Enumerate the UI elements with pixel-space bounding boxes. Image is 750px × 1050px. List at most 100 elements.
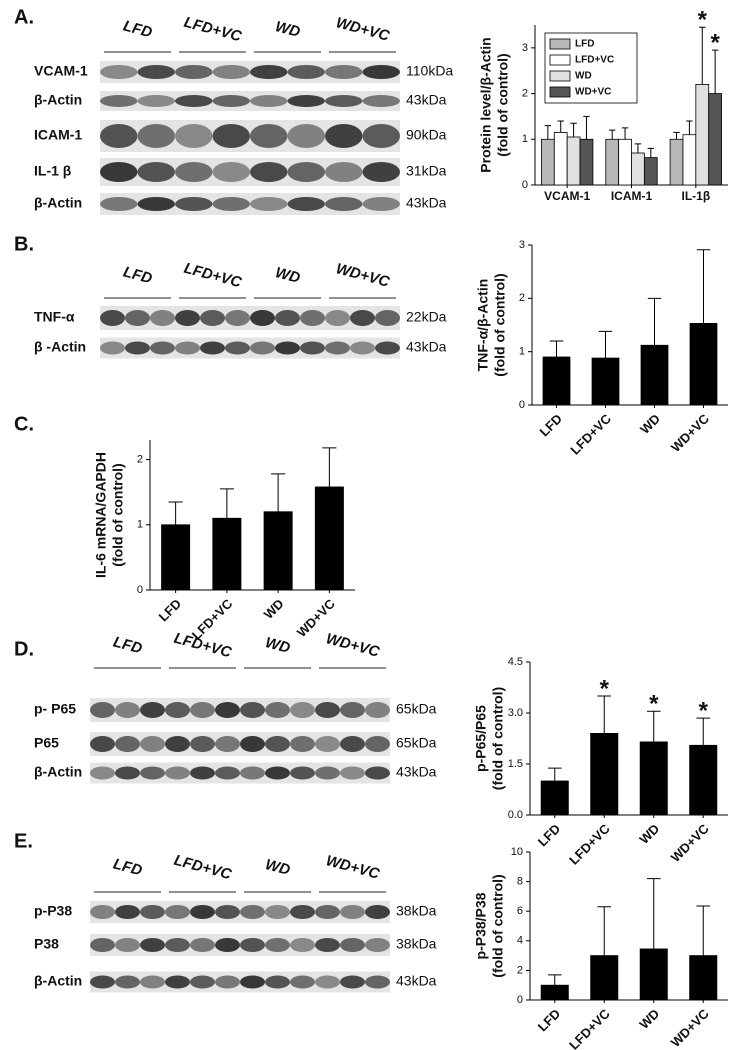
blot-band	[115, 702, 140, 718]
bar	[618, 138, 632, 186]
blot-band	[340, 975, 365, 989]
blot-band	[140, 975, 165, 989]
blot-band	[190, 766, 215, 780]
blot-band	[240, 938, 265, 952]
blot-band	[212, 162, 250, 182]
error-bar	[570, 122, 577, 137]
error-bar	[646, 710, 661, 742]
row-label: TNF-α	[34, 309, 75, 325]
legend-swatch	[549, 54, 571, 66]
legend-label: WD	[575, 71, 592, 82]
legend-swatch	[549, 70, 571, 82]
y-tick-label: 1	[522, 133, 528, 145]
legend-swatch	[549, 38, 571, 50]
blot-band	[250, 65, 288, 79]
legend-swatch	[549, 86, 571, 98]
y-tick-label: 3	[522, 42, 528, 54]
blot-band	[175, 124, 213, 148]
blot-band	[365, 905, 390, 919]
y-tick-label: 0	[137, 584, 143, 596]
bar	[682, 134, 697, 186]
blot-band	[325, 197, 363, 211]
blot-band	[225, 341, 250, 355]
bar	[553, 132, 568, 186]
blot-band	[165, 975, 190, 989]
blot-band	[140, 905, 165, 919]
blot-band	[250, 341, 275, 355]
blot-band	[350, 341, 375, 355]
group-label: LFD	[121, 264, 154, 288]
blot-band	[215, 736, 240, 752]
x-tick-label: LFD	[537, 411, 565, 439]
error-bar	[647, 297, 662, 346]
blot-band	[250, 310, 275, 326]
blot-band	[137, 124, 175, 148]
error-bar	[608, 129, 616, 140]
error-bar	[597, 695, 612, 734]
blot-band	[190, 702, 215, 718]
group-label: WD	[273, 264, 302, 287]
blot-band	[325, 65, 363, 79]
bar	[669, 138, 684, 186]
row-label: IL-1 β	[34, 163, 72, 179]
error-bar	[549, 340, 564, 357]
blot-band	[212, 95, 250, 107]
blot-band	[290, 938, 315, 952]
y-axis-label: IL-6 mRNA/GAPDH	[93, 452, 109, 578]
blot-band	[315, 702, 340, 718]
size-label: 90kDa	[406, 127, 447, 143]
blot-band	[140, 766, 165, 780]
blot-band	[240, 736, 265, 752]
size-label: 43kDa	[406, 339, 447, 355]
row-label: p- P65	[34, 701, 76, 717]
y-tick-label: 3	[519, 239, 525, 251]
x-tick-label: WD	[637, 411, 663, 437]
blot-band	[175, 197, 213, 211]
blot-band	[365, 975, 390, 989]
x-tick-label: ICAM-1	[611, 189, 653, 203]
blot-band	[115, 938, 140, 952]
x-tick-label: WD	[636, 821, 662, 847]
y-tick-label: 4.5	[508, 656, 523, 668]
blot-band	[287, 95, 325, 107]
blot-band	[90, 766, 115, 780]
blot-band	[115, 736, 140, 752]
blot-band	[250, 124, 288, 148]
bar	[540, 984, 569, 1001]
blot-band	[140, 702, 165, 718]
y-tick-label: 2	[519, 292, 525, 304]
blot-band	[125, 341, 150, 355]
y-tick-label: 1.5	[508, 758, 523, 770]
size-label: 43kDa	[396, 764, 437, 780]
blot-band	[290, 736, 315, 752]
legend-label: LFD+VC	[575, 55, 614, 66]
group-label: LFD+VC	[182, 260, 244, 292]
group-label: LFD	[111, 634, 144, 658]
blot-band	[175, 310, 200, 326]
y-tick-label: 8	[517, 876, 523, 888]
blot-band	[275, 310, 300, 326]
blot-band	[375, 341, 400, 355]
group-label: WD+VC	[324, 630, 382, 661]
significance-mark: *	[698, 7, 708, 34]
blot-band	[200, 341, 225, 355]
bar	[689, 955, 718, 1001]
y-tick-label: 0.0	[508, 809, 523, 821]
size-label: 43kDa	[406, 195, 447, 211]
blot-band	[287, 124, 325, 148]
blot-band	[325, 124, 363, 148]
y-axis-label: (fold of control)	[490, 687, 506, 790]
blot-band	[137, 65, 175, 79]
y-axis-label: p-P65/P65	[473, 705, 489, 772]
x-tick-label: LFD+VC	[189, 596, 236, 643]
bar	[579, 138, 594, 186]
blot-band	[315, 905, 340, 919]
bar	[689, 322, 718, 406]
blot-band	[165, 905, 190, 919]
error-bar	[686, 120, 693, 135]
blot-band	[287, 197, 325, 211]
error-bar	[634, 143, 642, 153]
blot-band	[315, 736, 340, 752]
y-axis-label: TNF-α/β-Actin	[475, 279, 491, 372]
row-label: β-Actin	[34, 764, 82, 780]
